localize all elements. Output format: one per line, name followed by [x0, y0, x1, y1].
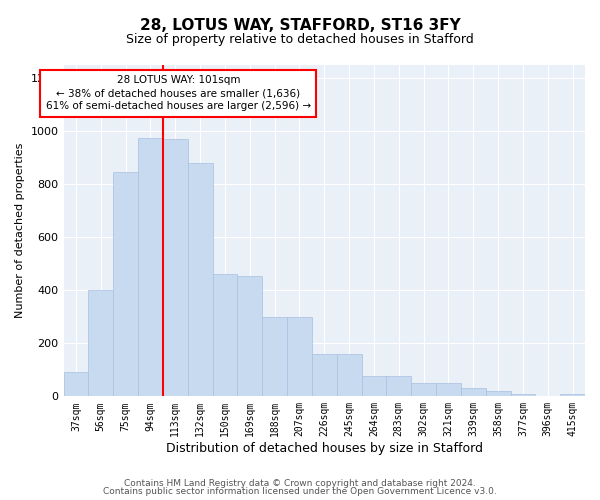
Bar [212, 274, 238, 396]
Bar [386, 376, 411, 396]
Bar [461, 388, 485, 396]
Bar [188, 163, 212, 396]
Bar [262, 317, 287, 396]
Bar [163, 139, 188, 396]
Text: Contains public sector information licensed under the Open Government Licence v3: Contains public sector information licen… [103, 487, 497, 496]
Bar [511, 394, 535, 396]
Y-axis label: Number of detached properties: Number of detached properties [15, 143, 25, 318]
Bar [113, 172, 138, 396]
Bar [485, 391, 511, 396]
Bar [560, 394, 585, 396]
Bar [64, 372, 88, 396]
Bar [312, 354, 337, 397]
X-axis label: Distribution of detached houses by size in Stafford: Distribution of detached houses by size … [166, 442, 483, 455]
Bar [362, 376, 386, 396]
Bar [436, 383, 461, 396]
Bar [337, 354, 362, 397]
Text: 28, LOTUS WAY, STAFFORD, ST16 3FY: 28, LOTUS WAY, STAFFORD, ST16 3FY [140, 18, 460, 32]
Text: Size of property relative to detached houses in Stafford: Size of property relative to detached ho… [126, 32, 474, 46]
Text: Contains HM Land Registry data © Crown copyright and database right 2024.: Contains HM Land Registry data © Crown c… [124, 478, 476, 488]
Bar [411, 383, 436, 396]
Bar [88, 290, 113, 397]
Text: 28 LOTUS WAY: 101sqm
← 38% of detached houses are smaller (1,636)
61% of semi-de: 28 LOTUS WAY: 101sqm ← 38% of detached h… [46, 75, 311, 112]
Bar [287, 317, 312, 396]
Bar [138, 138, 163, 396]
Bar [238, 276, 262, 396]
